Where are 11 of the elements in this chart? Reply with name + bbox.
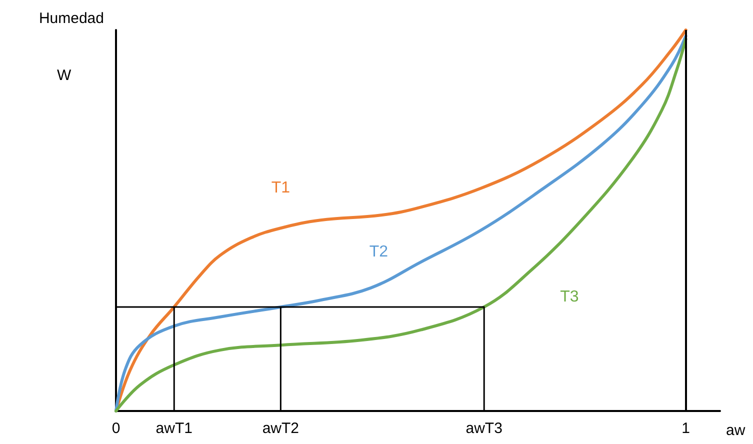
x-axis-title: aw (726, 422, 746, 439)
text: W (57, 67, 72, 84)
series-label: T1 (271, 180, 290, 197)
y-axis-title: Humedad (38, 10, 104, 27)
text: T3 (560, 288, 579, 306)
x-tick-label: awT1 (156, 420, 192, 437)
x-tick-label: awT3 (466, 420, 502, 437)
series-label: T2 (369, 243, 388, 260)
x-tick-label: 0 (112, 420, 120, 437)
x-tick-label: 1 (682, 420, 690, 437)
x-tick-label: awT2 (262, 420, 300, 437)
